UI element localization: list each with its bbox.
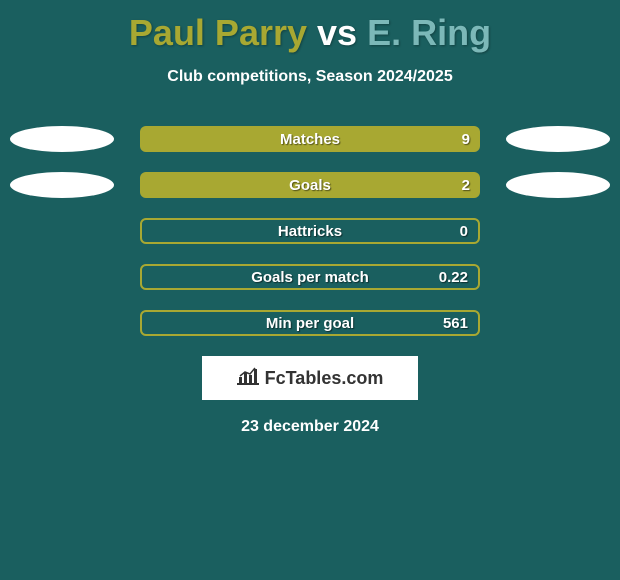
left-ellipse [10, 126, 114, 152]
player1-name: Paul Parry [129, 12, 307, 53]
stat-row: Goals per match 0.22 [0, 264, 620, 290]
right-ellipse [506, 126, 610, 152]
logo-label: FcTables.com [265, 368, 384, 389]
stat-value: 2 [462, 177, 470, 194]
stat-row: Min per goal 561 [0, 310, 620, 336]
stat-value: 0 [460, 223, 468, 240]
date-text: 23 december 2024 [0, 418, 620, 436]
stat-row: Matches 9 [0, 126, 620, 152]
stat-label: Matches [280, 131, 340, 148]
right-ellipse [506, 310, 610, 336]
logo-text: FcTables.com [237, 367, 384, 390]
stat-value: 0.22 [439, 269, 468, 286]
stats-chart: Matches 9 Goals 2 Hattricks 0 Goals per match 0… [0, 126, 620, 336]
stat-row: Goals 2 [0, 172, 620, 198]
stat-bar: Goals 2 [140, 172, 480, 198]
vs-text: vs [317, 12, 357, 53]
right-ellipse [506, 218, 610, 244]
comparison-title: Paul Parry vs E. Ring [0, 0, 620, 54]
subtitle: Club competitions, Season 2024/2025 [0, 68, 620, 86]
stat-label: Hattricks [278, 223, 342, 240]
logo-box: FcTables.com [202, 356, 418, 400]
chart-icon [237, 367, 259, 390]
right-ellipse [506, 264, 610, 290]
left-ellipse [10, 310, 114, 336]
stat-bar: Hattricks 0 [140, 218, 480, 244]
stat-bar: Goals per match 0.22 [140, 264, 480, 290]
left-ellipse [10, 218, 114, 244]
stat-bar: Min per goal 561 [140, 310, 480, 336]
stat-bar: Matches 9 [140, 126, 480, 152]
stat-value: 9 [462, 131, 470, 148]
player2-name: E. Ring [367, 12, 491, 53]
stat-row: Hattricks 0 [0, 218, 620, 244]
stat-label: Goals per match [251, 269, 369, 286]
right-ellipse [506, 172, 610, 198]
stat-label: Goals [289, 177, 331, 194]
left-ellipse [10, 172, 114, 198]
left-ellipse [10, 264, 114, 290]
stat-value: 561 [443, 315, 468, 332]
stat-label: Min per goal [266, 315, 354, 332]
